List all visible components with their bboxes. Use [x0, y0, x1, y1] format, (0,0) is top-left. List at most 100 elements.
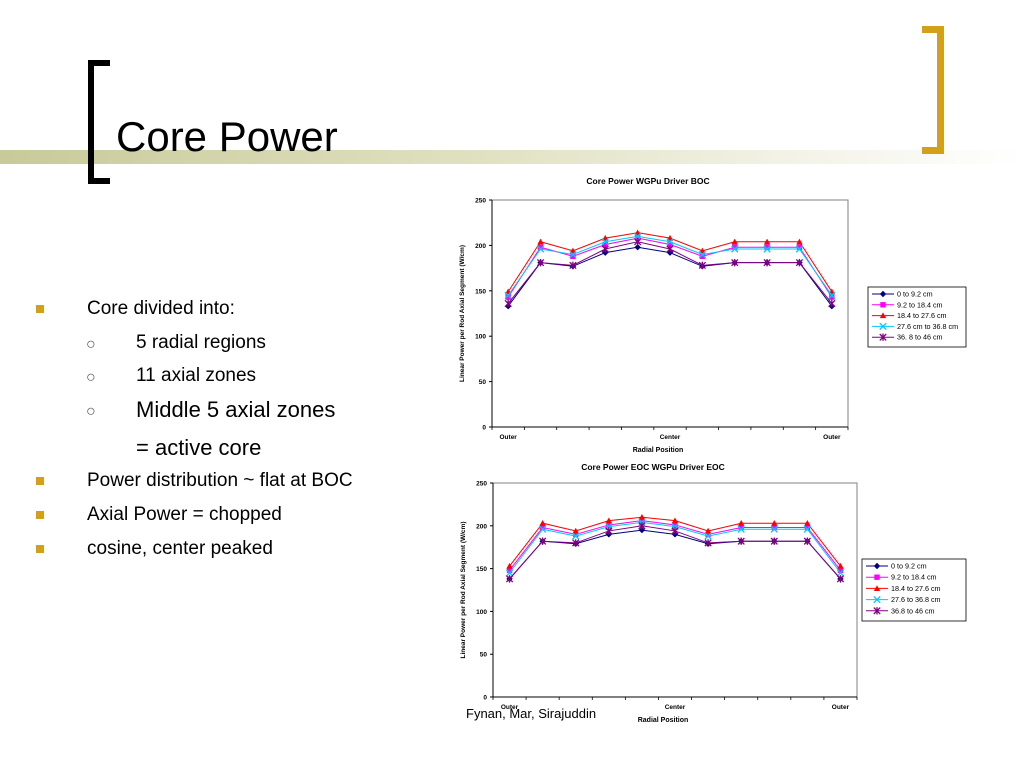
- square-bullet-icon: [36, 305, 44, 313]
- data-point: [537, 244, 544, 250]
- bullet-text: Middle 5 axial zones: [136, 397, 336, 422]
- series-line: [504, 232, 836, 299]
- data-point: [537, 238, 544, 245]
- data-point: [506, 562, 513, 569]
- data-point: [698, 250, 707, 259]
- data-point: [536, 258, 545, 267]
- data-point: [737, 537, 745, 545]
- x-tick-label: Outer: [500, 434, 518, 441]
- data-point: [837, 567, 844, 574]
- legend-entry: 0 to 9.2 cm: [897, 290, 933, 299]
- data-point: [873, 607, 881, 615]
- data-point: [569, 250, 577, 259]
- data-point: [504, 291, 512, 299]
- data-point: [536, 245, 545, 253]
- data-point: [539, 524, 546, 531]
- x-tick-label: Center: [660, 434, 681, 441]
- data-point: [737, 525, 745, 533]
- data-point: [605, 527, 613, 535]
- data-point: [836, 569, 845, 577]
- square-bullet-icon: [36, 511, 44, 519]
- data-point: [639, 517, 645, 524]
- legend-entry: 9.2 to 18.4 cm: [891, 573, 937, 582]
- right-bracket-decoration: [922, 26, 944, 154]
- data-point: [601, 245, 609, 253]
- chart-title: Core Power WGPu Driver BOC: [586, 176, 709, 186]
- plot-area: [492, 482, 858, 698]
- data-point: [572, 539, 580, 547]
- data-point: [634, 244, 641, 251]
- data-point: [505, 575, 514, 583]
- bullet-text: cosine, center peaked: [87, 538, 273, 559]
- author-credit: Fynan, Mar, Sirajuddin: [466, 706, 597, 721]
- y-tick-label: 200: [475, 243, 486, 250]
- data-point: [879, 312, 887, 319]
- legend-entry: 0 to 9.2 cm: [891, 562, 927, 571]
- y-tick-label: 50: [479, 379, 487, 386]
- data-point: [704, 527, 712, 534]
- data-point: [879, 290, 887, 298]
- data-point: [704, 532, 712, 540]
- data-point: [770, 537, 778, 545]
- data-point: [505, 569, 514, 577]
- data-point: [572, 532, 580, 540]
- data-point: [737, 520, 745, 526]
- data-point: [672, 522, 678, 528]
- y-tick-label: 0: [482, 425, 486, 432]
- data-point: [572, 527, 579, 534]
- x-tick-label: Center: [665, 704, 686, 711]
- square-bullet-icon: [36, 477, 44, 485]
- series-line: [505, 522, 845, 583]
- series-line: [506, 514, 844, 569]
- data-point: [880, 302, 886, 308]
- data-point: [804, 524, 811, 531]
- y-axis-label: Linear Power per Rod Axial Segment (W/cm…: [459, 245, 466, 382]
- data-point: [671, 517, 679, 524]
- legend-entry: 9.2 to 18.4 cm: [897, 300, 943, 309]
- data-point: [698, 261, 707, 270]
- data-point: [796, 244, 803, 250]
- data-point: [671, 527, 679, 535]
- legend-entry: 18.4 to 27.6 cm: [891, 584, 941, 593]
- legend-entry: 36. 8 to 46 cm: [897, 333, 943, 342]
- square-bullet-icon: [36, 545, 44, 553]
- data-point: [506, 567, 513, 574]
- data-point: [667, 241, 673, 248]
- x-tick-label: Outer: [832, 704, 850, 711]
- data-point: [704, 539, 712, 547]
- y-tick-label: 100: [476, 609, 487, 616]
- data-point: [804, 520, 811, 526]
- y-tick-label: 250: [475, 198, 486, 205]
- data-point: [606, 522, 612, 528]
- chart-legend: 0 to 9.2 cm 9.2 to 18.4 cm 18.4 to 27.6 cm…: [861, 558, 967, 622]
- y-axis-label: Linear Power per Rod Axial Segment (W/cm…: [460, 521, 467, 658]
- data-point: [837, 562, 844, 569]
- left-bracket-decoration: [88, 60, 110, 184]
- data-point: [873, 595, 881, 604]
- y-tick-label: 150: [475, 288, 486, 295]
- circle-bullet-icon: ○: [86, 403, 96, 420]
- data-point: [873, 562, 881, 570]
- x-tick-label: Outer: [823, 434, 841, 441]
- x-tick-label: Outer: [501, 704, 519, 711]
- title-band: [0, 150, 1024, 164]
- y-tick-label: 250: [476, 481, 487, 488]
- bullet-text: = active core: [136, 435, 262, 460]
- data-point: [803, 537, 812, 545]
- series-line: [506, 517, 844, 574]
- y-tick-label: 100: [475, 334, 486, 341]
- x-axis-label: Radial Position: [638, 717, 689, 724]
- data-point: [633, 232, 642, 240]
- y-tick-label: 200: [476, 523, 487, 530]
- data-point: [602, 241, 608, 248]
- data-point: [828, 291, 836, 299]
- data-point: [538, 537, 547, 545]
- data-point: [763, 245, 771, 253]
- data-point: [570, 253, 576, 259]
- data-point: [763, 238, 771, 245]
- y-tick-label: 0: [483, 695, 487, 702]
- data-point: [828, 299, 836, 308]
- plot-area: [491, 199, 849, 428]
- bullet-text: Power distribution ~ flat at BOC: [87, 470, 353, 491]
